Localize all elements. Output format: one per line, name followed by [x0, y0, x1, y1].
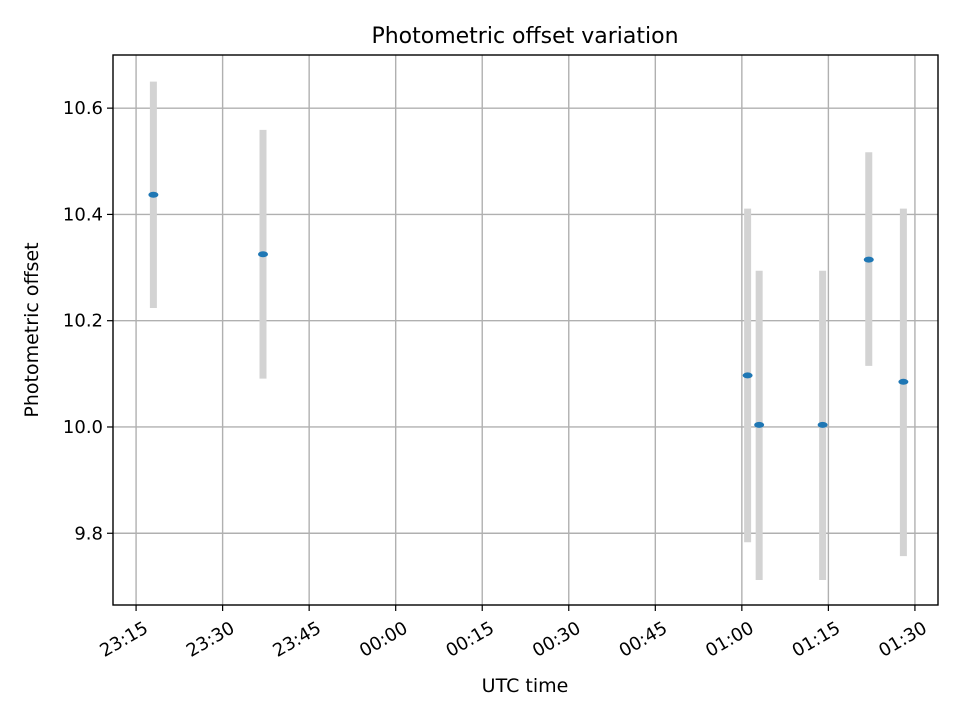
grid [113, 55, 938, 605]
y-tick-label: 9.8 [74, 523, 103, 544]
data-point [148, 191, 159, 198]
y-tick-label: 10.6 [63, 98, 103, 119]
data-point [754, 421, 765, 428]
plot-frame [112, 54, 939, 606]
chart-title: Photometric offset variation [371, 24, 678, 49]
data-point [258, 251, 268, 258]
y-tick-label: 10.0 [63, 417, 103, 438]
data-point [898, 378, 909, 385]
x-axis-label: UTC time [482, 675, 569, 697]
y-axis-label: Photometric offset [21, 242, 43, 417]
data-point [817, 421, 828, 428]
data-point [742, 372, 753, 379]
data-points [148, 191, 909, 428]
data-point [863, 256, 874, 263]
y-tick-label: 10.4 [63, 204, 103, 225]
y-axis-ticks: 9.8 10.0 10.2 10.4 10.6 [63, 98, 113, 544]
y-tick-label: 10.2 [63, 311, 103, 332]
